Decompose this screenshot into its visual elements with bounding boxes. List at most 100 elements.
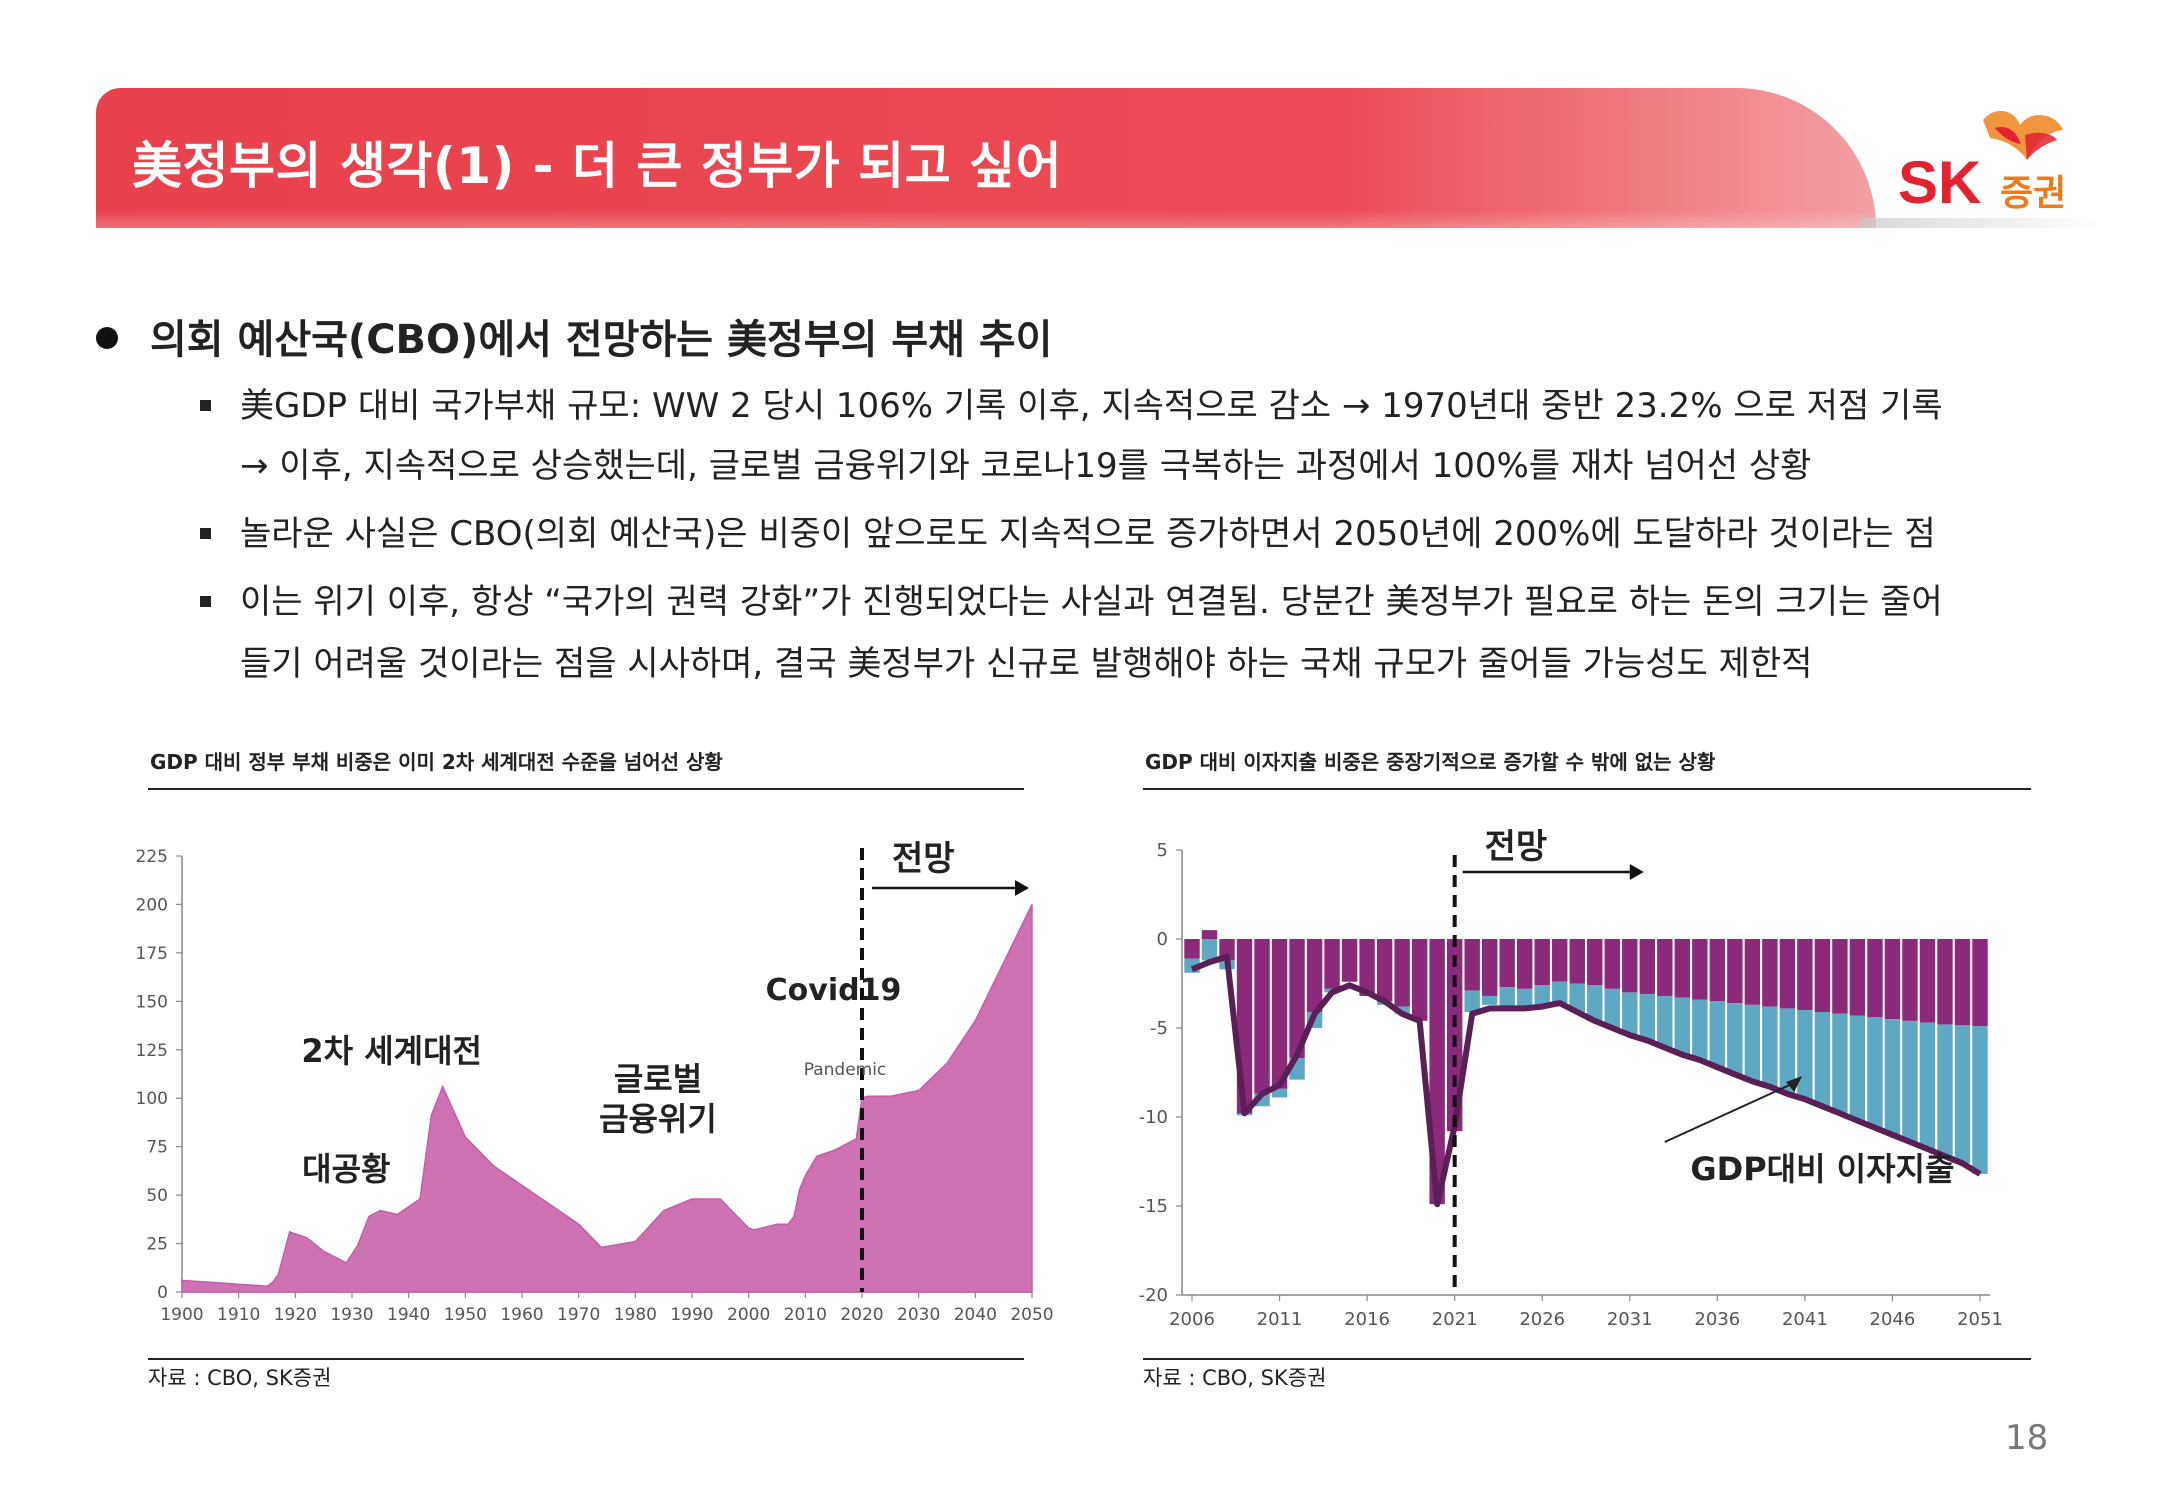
- chart2-bar-interest: [1692, 999, 1708, 1061]
- chart1-y-tick-label: 200: [136, 895, 168, 915]
- chart2-bar-interest: [1884, 1019, 1901, 1135]
- chart2-bar-primary: [1814, 939, 1831, 1012]
- chart2-bar-primary: [1639, 939, 1655, 995]
- chart1-x-tick-label: 1960: [500, 1305, 543, 1325]
- chart2-bar-interest: [1201, 939, 1218, 961]
- chart2-bar-interest: [1762, 1006, 1778, 1087]
- chart1-y-tick-label: 150: [136, 992, 168, 1012]
- chart2-y-tick-label: -15: [1139, 1196, 1168, 1217]
- chart2-bar-primary: [1254, 939, 1270, 1094]
- chart2-bar-primary: [1657, 939, 1673, 996]
- chart2-bar-primary: [1937, 939, 1953, 1025]
- chart2-bar-primary: [1709, 939, 1726, 1002]
- chart2-bar-interest: [1779, 1008, 1796, 1094]
- chart2-bar-interest: [1797, 1010, 1813, 1100]
- chart1-x-tick-label: 1980: [614, 1305, 657, 1325]
- logo-sub-text: 증권: [2000, 173, 2067, 214]
- chart2-x-tick-label: 2021: [1432, 1309, 1478, 1330]
- chart2-bar-interest: [1552, 981, 1568, 1004]
- chart2-bar-interest: [1657, 995, 1673, 1048]
- chart1-y-tick-label: 225: [136, 847, 168, 867]
- bullet-heading: 의회 예산국(CBO)에서 전망하는 美정부의 부채 추이: [96, 307, 1052, 365]
- chart2-bar-interest: [1727, 1003, 1743, 1075]
- chart2-bar-primary: [1674, 939, 1691, 998]
- chart2-x-tick-label: 2006: [1169, 1309, 1215, 1330]
- chart1-x-tick-label: 1910: [217, 1305, 260, 1325]
- chart2-x-tick-label: 2016: [1344, 1309, 1390, 1330]
- chart1-debt-area: [181, 904, 1033, 1293]
- bullet-dot-icon: [96, 327, 118, 349]
- chart1-x-tick-label: 2000: [727, 1305, 770, 1325]
- square-bullet-icon: [200, 596, 211, 607]
- chart2-bar-interest: [1534, 985, 1550, 1007]
- chart1-x-tick-label: 1920: [274, 1305, 317, 1325]
- chart2-bar-primary: [1376, 939, 1393, 1002]
- chart2-bar-interest: [1902, 1020, 1918, 1142]
- chart1-x-tick-label: 1970: [557, 1305, 600, 1325]
- chart1-x-tick-label: 1990: [670, 1305, 713, 1325]
- chart2-label-pointer-head: [1786, 1076, 1803, 1092]
- chart2-bar-interest: [1271, 1088, 1288, 1098]
- bullet-item-3-cont: 들기 어려울 것이라는 점을 시사하며, 결국 美정부가 신규로 발행해야 하는…: [240, 644, 1813, 684]
- chart2-bar-primary: [1359, 939, 1375, 996]
- chart2-x-tick-label: 2026: [1519, 1309, 1565, 1330]
- chart2-bar-primary: [1902, 939, 1918, 1021]
- chart2-bar-primary: [1762, 939, 1778, 1007]
- chart2-bar-primary: [1534, 939, 1550, 986]
- logo-main-text: SK: [1898, 149, 1982, 216]
- bullet-heading-text: 의회 예산국(CBO)에서 전망하는 美정부의 부채 추이: [150, 317, 1053, 363]
- chart2-bar-primary: [1972, 939, 1988, 1027]
- chart2-bar-primary: [1341, 939, 1358, 982]
- chart2-bar-primary: [1201, 930, 1218, 939]
- chart2-source: 자료 : CBO, SK증권: [1143, 1366, 1327, 1390]
- chart2-bar-primary: [1954, 939, 1971, 1026]
- chart1-source: 자료 : CBO, SK증권: [148, 1366, 332, 1390]
- chart2-series-label: GDP대비 이자지출: [1690, 1150, 1954, 1188]
- chart2-bar-interest: [1517, 988, 1533, 1009]
- bullet-item-2: 놀라운 사실은 CBO(의회 예산국)은 비중이 앞으로도 지속적으로 증가하면…: [240, 514, 1936, 554]
- chart2-bar-interest: [1919, 1022, 1936, 1150]
- chart2-bar-interest: [1867, 1017, 1883, 1128]
- chart2-bar-primary: [1517, 939, 1533, 989]
- chart2-x-tick-label: 2046: [1870, 1309, 1916, 1330]
- chart2-bar-primary: [1552, 939, 1568, 982]
- chart1-depression-label: 대공황: [302, 1150, 390, 1188]
- chart1-gfc-label-2: 금융위기: [599, 1100, 717, 1138]
- chart2-interest-line: [1190, 953, 1982, 1208]
- chart2-x-tick-label: 2051: [1957, 1309, 2003, 1330]
- chart1-x-tick-label: 1950: [444, 1305, 487, 1325]
- chart2-forecast-label: 전망: [1485, 827, 1548, 867]
- chart2-forecast-arrowhead: [1629, 864, 1644, 880]
- chart1-y-tick-label: 0: [157, 1283, 168, 1303]
- chart2-x-tick-label: 2011: [1257, 1309, 1303, 1330]
- chart2-x-tick-label: 2036: [1694, 1309, 1740, 1330]
- chart2-x-tick-label: 2031: [1607, 1309, 1653, 1330]
- header-bar: [96, 88, 1876, 228]
- chart1-title: GDP 대비 정부 부채 비중은 이미 2차 세계대전 수준을 넘어선 상황: [150, 750, 723, 774]
- chart2-bar-interest: [1937, 1024, 1953, 1157]
- chart1-covid-label: Covid19: [766, 973, 902, 1008]
- chart2-bar-primary: [1394, 939, 1410, 1007]
- chart2-bar-interest: [1481, 995, 1498, 1005]
- chart2-bar-interest: [1604, 988, 1620, 1028]
- page-number: 18: [2005, 1418, 2049, 1458]
- bullet-item-1: 美GDP 대비 국가부채 규모: WW 2 당시 106% 기록 이후, 지속적…: [240, 386, 1943, 426]
- chart1-x-tick-label: 1930: [330, 1305, 373, 1325]
- chart1-x-tick-label: 1900: [160, 1305, 203, 1325]
- chart2-y-tick-label: 0: [1157, 929, 1168, 950]
- chart2-y-tick-label: -10: [1139, 1107, 1168, 1128]
- chart1-x-tick-label: 2030: [897, 1305, 940, 1325]
- chart2-bar-primary: [1727, 939, 1743, 1004]
- chart2-bar-interest: [1674, 997, 1691, 1055]
- chart2-bar-interest: [1849, 1015, 1866, 1121]
- bullet-item-3: 이는 위기 이후, 항상 “국가의 권력 강화”가 진행되었다는 사실과 연결됨…: [240, 582, 1943, 622]
- chart2-bar-primary: [1481, 939, 1498, 996]
- chart1-x-tick-label: 2040: [954, 1305, 997, 1325]
- square-bullet-icon: [200, 400, 211, 411]
- chart2-bar-primary: [1464, 939, 1480, 991]
- chart2-bar-interest: [1639, 994, 1655, 1041]
- logo-shadow: [1860, 218, 2100, 228]
- square-bullet-icon: [200, 528, 211, 539]
- chart2-bar-primary: [1306, 939, 1323, 1012]
